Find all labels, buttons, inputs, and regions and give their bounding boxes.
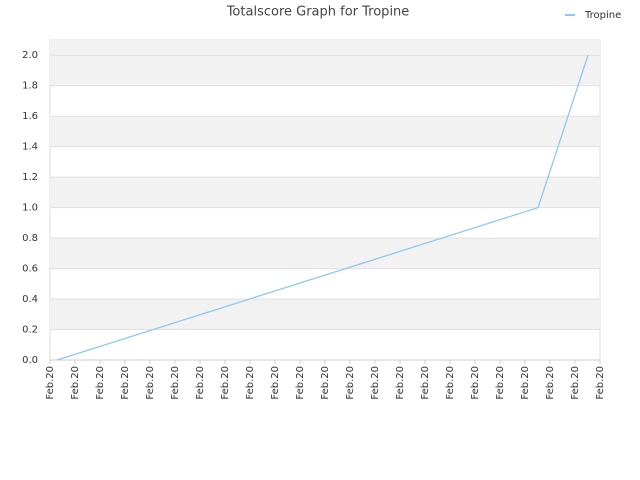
grid-band xyxy=(50,177,600,208)
x-tick-label: Feb.20 xyxy=(45,366,56,400)
y-tick-label: 1.4 xyxy=(22,142,38,153)
grid-band xyxy=(50,238,600,269)
x-tick-label: Feb.20 xyxy=(445,366,456,400)
chart-title: Totalscore Graph for Tropine xyxy=(226,5,410,20)
x-tick-label: Feb.20 xyxy=(370,366,381,400)
x-tick-label: Feb.20 xyxy=(470,366,481,400)
y-tick-label: 0.6 xyxy=(22,264,38,275)
x-tick-label: Feb.20 xyxy=(70,366,81,400)
x-tick-label: Feb.20 xyxy=(95,366,106,400)
x-tick-label: Feb.20 xyxy=(120,366,131,400)
y-tick-label: 2.0 xyxy=(22,50,38,61)
x-tick-label: Feb.20 xyxy=(270,366,281,400)
y-tick-label: 0.0 xyxy=(22,355,38,366)
x-tick-label: Feb.20 xyxy=(495,366,506,400)
x-tick-label: Feb.20 xyxy=(545,366,556,400)
x-tick-label: Feb.20 xyxy=(195,366,206,400)
y-tick-label: 1.0 xyxy=(22,203,38,214)
x-tick-label: Feb.20 xyxy=(345,366,356,400)
grid-band xyxy=(50,299,600,330)
line xyxy=(56,55,589,361)
legend-label: Tropine xyxy=(584,10,621,21)
x-tick-label: Feb.20 xyxy=(570,366,581,400)
x-tick-label: Feb.20 xyxy=(295,366,306,400)
x-tick-label: Feb.20 xyxy=(170,366,181,400)
y-tick-label: 1.6 xyxy=(22,111,38,122)
x-tick-label: Feb.20 xyxy=(220,366,231,400)
grid-band xyxy=(50,116,600,147)
x-tick-label: Feb.20 xyxy=(420,366,431,400)
x-tick-label: Feb.20 xyxy=(395,366,406,400)
x-tick-label: Feb.20 xyxy=(520,366,531,400)
grid-band xyxy=(50,40,600,56)
y-tick-label: 0.2 xyxy=(22,325,38,336)
x-tick-label: Feb.20 xyxy=(595,366,606,400)
y-tick-label: 0.4 xyxy=(22,294,38,305)
y-tick-label: 1.2 xyxy=(22,172,38,183)
x-tick-label: Feb.20 xyxy=(245,366,256,400)
grid-band xyxy=(50,55,600,86)
y-tick-label: 1.8 xyxy=(22,81,38,92)
x-tick-label: Feb.20 xyxy=(320,366,331,400)
y-tick-label: 0.8 xyxy=(22,233,38,244)
x-tick-label: Feb.20 xyxy=(145,366,156,400)
